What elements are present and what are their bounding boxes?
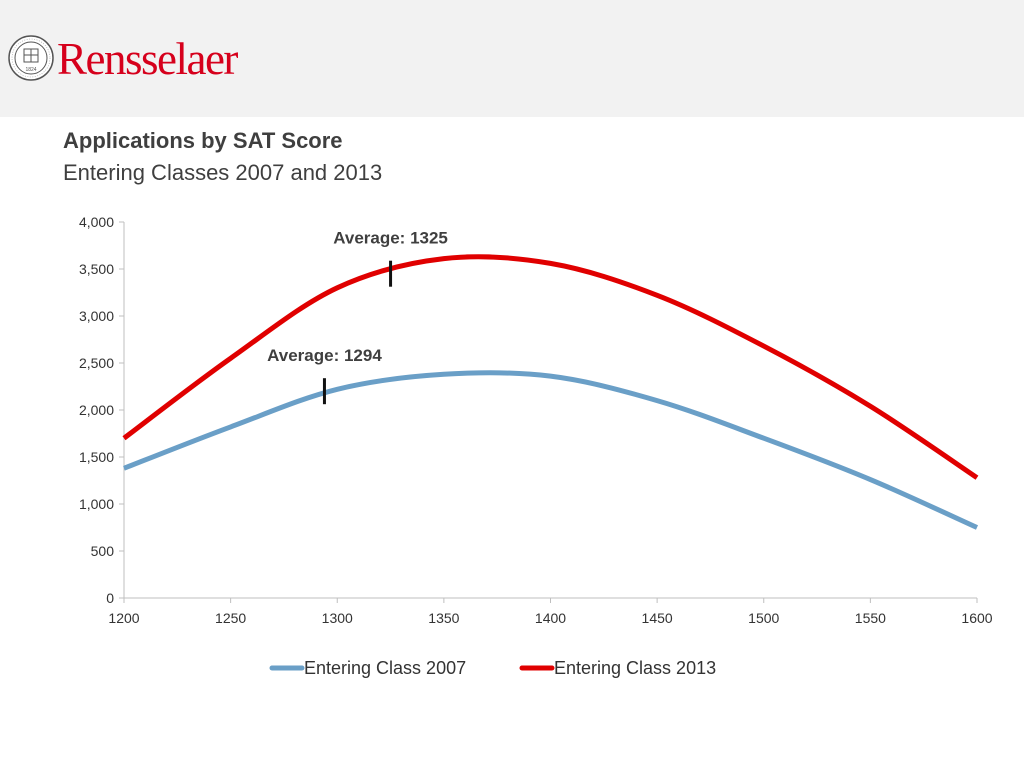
page-title: Applications by SAT Score bbox=[63, 128, 343, 153]
legend-label: Entering Class 2007 bbox=[304, 658, 466, 678]
x-tick-label: 1200 bbox=[108, 610, 139, 626]
y-tick-label: 1,000 bbox=[79, 496, 114, 512]
y-tick-label: 3,500 bbox=[79, 261, 114, 277]
brand-wordmark: Rensselaer bbox=[57, 34, 238, 84]
y-tick-label: 500 bbox=[91, 543, 115, 559]
page-subtitle: Entering Classes 2007 and 2013 bbox=[63, 160, 383, 185]
y-tick-label: 2,500 bbox=[79, 355, 114, 371]
legend-label: Entering Class 2013 bbox=[554, 658, 716, 678]
seal-year: 1824 bbox=[25, 67, 36, 73]
seal-logo-icon: 1824 bbox=[8, 35, 54, 81]
x-tick-label: 1300 bbox=[322, 610, 353, 626]
x-tick-label: 1450 bbox=[642, 610, 673, 626]
x-tick-label: 1250 bbox=[215, 610, 246, 626]
y-tick-label: 1,500 bbox=[79, 449, 114, 465]
series-line-1 bbox=[122, 254, 979, 480]
x-tick-label: 1550 bbox=[855, 610, 886, 626]
line-chart: 0 500 1,000 1,500 2,000 2,500 3,000 3,500 4,000 1… bbox=[79, 214, 993, 678]
y-tick-label: 3,000 bbox=[79, 308, 114, 324]
y-tick-label: 0 bbox=[106, 590, 114, 606]
x-tick-label: 1400 bbox=[535, 610, 566, 626]
average-label: Average: 1294 bbox=[267, 346, 382, 365]
x-tick-label: 1350 bbox=[428, 610, 459, 626]
y-tick-label: 2,000 bbox=[79, 402, 114, 418]
series-line-0 bbox=[123, 370, 979, 530]
y-tick-label: 4,000 bbox=[79, 214, 114, 230]
x-tick-label: 1600 bbox=[961, 610, 992, 626]
average-label: Average: 1325 bbox=[333, 229, 448, 248]
header-bar: 1824 Rensselaer bbox=[0, 0, 1024, 117]
x-tick-label: 1500 bbox=[748, 610, 779, 626]
